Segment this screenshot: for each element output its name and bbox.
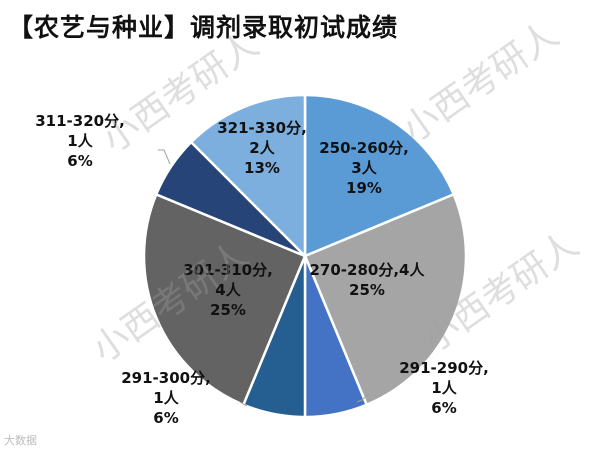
pie-slice-301-310分 [142,192,307,407]
slice-label: 321-330分, 2人 13% [217,119,307,177]
slice-label: 270-280分,4人 25% [310,261,426,299]
pie-slice-250-260分 [303,93,456,258]
slice-label: 291-300分, 1人 6% [121,369,211,427]
pie-slice-321-330分 [189,93,307,260]
slice-label: 250-260分, 3人 19% [319,139,409,197]
corner-logo-text: 大数据 [4,434,37,447]
leader-line [239,401,248,407]
slice-label: 301-310分, 4人 25% [183,261,273,319]
slice-label: 311-320分, 1人 6% [35,112,125,170]
slice-label: 291-290分, 1人 6% [399,359,489,417]
leader-line [356,392,371,403]
leader-line [158,149,171,165]
chart-title: 【农艺与种业】调剂录取初试成绩 [8,13,399,42]
